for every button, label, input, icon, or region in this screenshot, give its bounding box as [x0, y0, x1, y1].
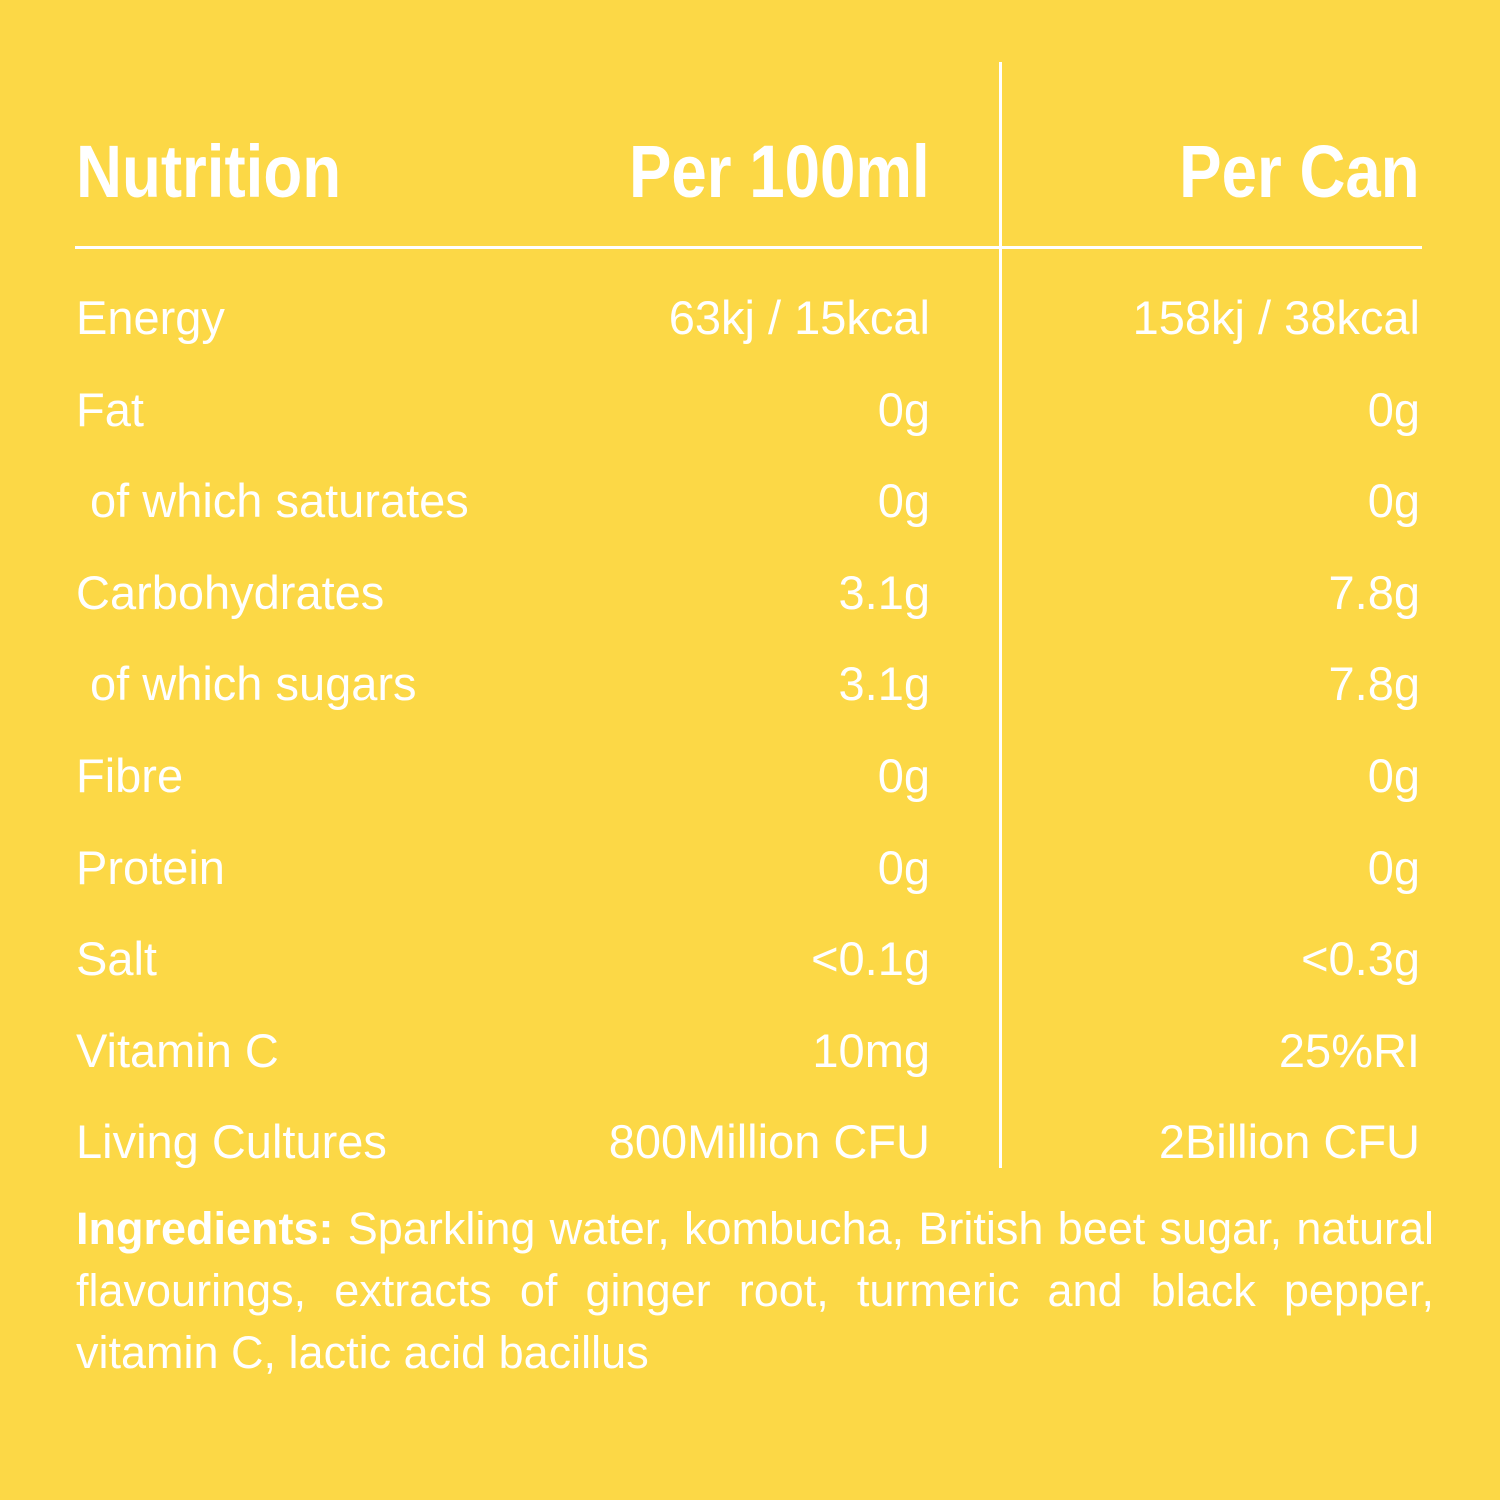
row-label: of which saturates [90, 474, 469, 528]
per-can-value: 7.8g [1328, 657, 1420, 711]
column-divider [999, 62, 1002, 1168]
per-can-value: <0.3g [1301, 932, 1420, 986]
per-100ml-value: 0g [877, 474, 930, 528]
nutrition-heading: Nutrition [76, 130, 342, 213]
ingredients-text: Sparkling water, kombucha, British beet … [76, 1203, 1434, 1378]
per-100ml-value: 3.1g [838, 657, 930, 711]
per-100ml-value: 0g [877, 748, 930, 802]
row-label: Salt [76, 932, 157, 986]
table-row-vitamin-c: Vitamin C 10mg 25%RI [0, 1005, 1500, 1097]
per-can-value: 25%RI [1278, 1023, 1420, 1077]
per-can-value: 0g [1367, 382, 1420, 436]
table-row-energy: Energy 63kj / 15kcal 158kj / 38kcal [0, 272, 1500, 364]
row-label: Protein [76, 840, 225, 894]
table-row-fat: Fat 0g 0g [0, 364, 1500, 456]
row-label: of which sugars [90, 657, 417, 711]
table-row-fibre: Fibre 0g 0g [0, 730, 1500, 822]
per-100ml-value: 0g [877, 382, 930, 436]
per-100ml-value: 0g [877, 840, 930, 894]
per-100ml-value: 3.1g [838, 565, 930, 619]
per-can-value: 0g [1367, 840, 1420, 894]
table-row-salt: Salt <0.1g <0.3g [0, 913, 1500, 1005]
per-100ml-value: 800Million CFU [608, 1115, 930, 1169]
header-divider [75, 246, 1422, 249]
table-row-living-cultures: Living Cultures 800Million CFU 2Billion … [0, 1096, 1500, 1188]
per-can-value: 0g [1367, 748, 1420, 802]
per-can-value: 7.8g [1328, 565, 1420, 619]
table-row-sugars: of which sugars 3.1g 7.8g [0, 638, 1500, 730]
row-label: Energy [76, 291, 225, 344]
per-100ml-heading: Per 100ml [629, 130, 930, 213]
per-can-value: 0g [1367, 474, 1420, 528]
per-100ml-value: <0.1g [811, 932, 930, 986]
ingredients-title: Ingredients: [76, 1203, 348, 1254]
row-label: Carbohydrates [76, 565, 385, 619]
per-can-value: 158kj / 38kcal [1132, 291, 1420, 344]
per-can-value: 2Billion CFU [1158, 1115, 1420, 1169]
ingredients-paragraph: Ingredients: Sparkling water, kombucha, … [76, 1198, 1434, 1384]
table-row-protein: Protein 0g 0g [0, 822, 1500, 914]
row-label: Fat [76, 382, 144, 436]
row-label: Vitamin C [76, 1023, 279, 1077]
per-100ml-value: 10mg [812, 1023, 930, 1077]
per-100ml-value: 63kj / 15kcal [668, 291, 930, 344]
row-label: Fibre [76, 748, 184, 802]
row-label: Living Cultures [76, 1115, 387, 1169]
nutrition-table: Energy 63kj / 15kcal 158kj / 38kcal Fat … [0, 272, 1500, 1188]
per-can-heading: Per Can [1179, 130, 1420, 213]
table-row-carbohydrates: Carbohydrates 3.1g 7.8g [0, 547, 1500, 639]
table-row-saturates: of which saturates 0g 0g [0, 455, 1500, 547]
